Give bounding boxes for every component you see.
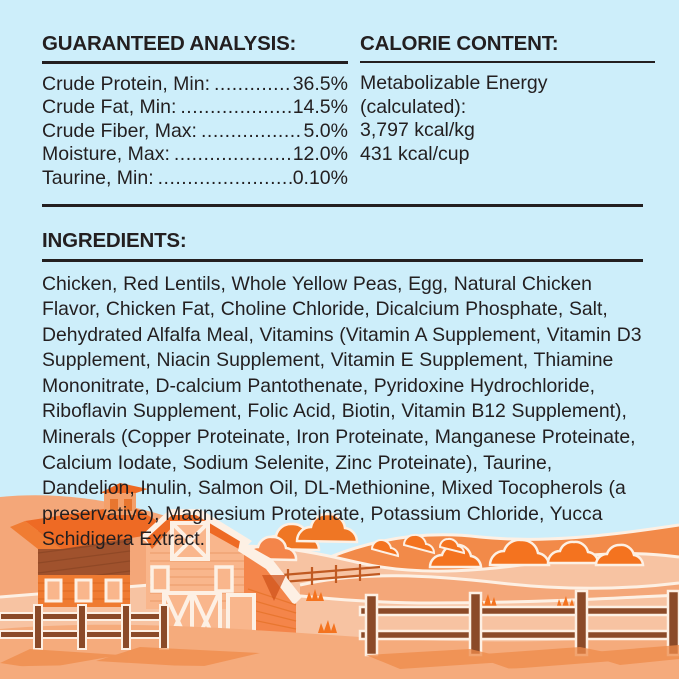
- ingredients-text: Chicken, Red Lentils, Whole Yellow Peas,…: [42, 272, 642, 551]
- analysis-dot-leader: ........................................…: [157, 166, 292, 189]
- analysis-label: Crude Protein, Min:: [42, 72, 210, 95]
- analysis-value: 12.0%: [292, 143, 348, 166]
- barn-side-windows: [44, 578, 123, 603]
- calorie-content-section: CALORIE CONTENT: Metabolizable Energy (c…: [360, 33, 655, 190]
- analysis-row: Crude Protein, Min: ....................…: [42, 73, 348, 97]
- calorie-line: (calculated):: [360, 95, 467, 118]
- barn: [10, 483, 302, 651]
- barn-roof-eave: [10, 521, 62, 549]
- ingredients-heading: INGREDIENTS:: [42, 229, 187, 253]
- analysis-row: Crude Fiber, Max: ......................…: [42, 120, 348, 144]
- calorie-line: Metabolizable Energy: [360, 72, 548, 95]
- analysis-value: 14.5%: [292, 96, 348, 119]
- analysis-dot-leader: ........................................…: [200, 119, 303, 142]
- guaranteed-analysis-heading: GUARANTEED ANALYSIS:: [42, 32, 297, 55]
- analysis-value: 0.10%: [292, 166, 348, 189]
- ingredients-top-divider: [42, 204, 643, 208]
- analysis-value: 5.0%: [303, 119, 348, 142]
- barn-right-wing-trim: [238, 541, 302, 605]
- small-trees-distant: [370, 533, 466, 558]
- barn-wing-shadow: [262, 575, 286, 601]
- distant-rail-fence: [281, 564, 381, 587]
- calorie-content-heading: CALORIE CONTENT:: [360, 32, 559, 55]
- guaranteed-analysis-section: GUARANTEED ANALYSIS: Crude Protein, Min:…: [42, 33, 348, 190]
- analysis-label: Moisture, Max:: [42, 143, 170, 166]
- barn-roof-side: [25, 505, 175, 549]
- barn-upper-windows: [150, 565, 234, 593]
- barn-cupola: [100, 483, 148, 515]
- guaranteed-analysis-list: Crude Protein, Min: ....................…: [42, 73, 348, 191]
- fence-right: [358, 589, 679, 657]
- ground-shadows: [0, 645, 679, 669]
- analysis-label: Crude Fiber, Max:: [42, 119, 197, 142]
- analysis-label: Crude Fat, Min:: [42, 96, 177, 119]
- ingredients-divider: [42, 259, 643, 262]
- fence-left: [0, 604, 169, 650]
- nutrition-text-panel: GUARANTEED ANALYSIS: Crude Protein, Min:…: [0, 0, 679, 553]
- calorie-line: 3,797 kcal/kg: [360, 119, 475, 142]
- top-two-columns: GUARANTEED ANALYSIS: Crude Protein, Min:…: [0, 0, 679, 190]
- calorie-line: 431 kcal/cup: [360, 142, 470, 165]
- analysis-row: Taurine, Min: ..........................…: [42, 167, 348, 191]
- bottom-band: [0, 663, 679, 679]
- analysis-dot-leader: ........................................…: [173, 143, 292, 166]
- bush-cluster-right: [428, 538, 645, 569]
- analysis-row: Crude Fat, Min: ........................…: [42, 96, 348, 120]
- analysis-value: 36.5%: [292, 72, 348, 95]
- ingredients-section: INGREDIENTS: Chicken, Red Lentils, Whole…: [0, 204, 679, 553]
- analysis-label: Taurine, Min:: [42, 166, 154, 189]
- analysis-row: Moisture, Max: .........................…: [42, 143, 348, 167]
- analysis-dot-leader: ........................................…: [214, 72, 292, 95]
- analysis-dot-leader: ........................................…: [180, 96, 292, 119]
- barn-hayloft-door: [170, 521, 210, 561]
- guaranteed-analysis-divider: [42, 60, 348, 64]
- farm-illustration: [0, 479, 679, 679]
- calorie-content-divider: [360, 60, 655, 64]
- calorie-content-list: Metabolizable Energy (calculated): 3,797…: [360, 72, 655, 166]
